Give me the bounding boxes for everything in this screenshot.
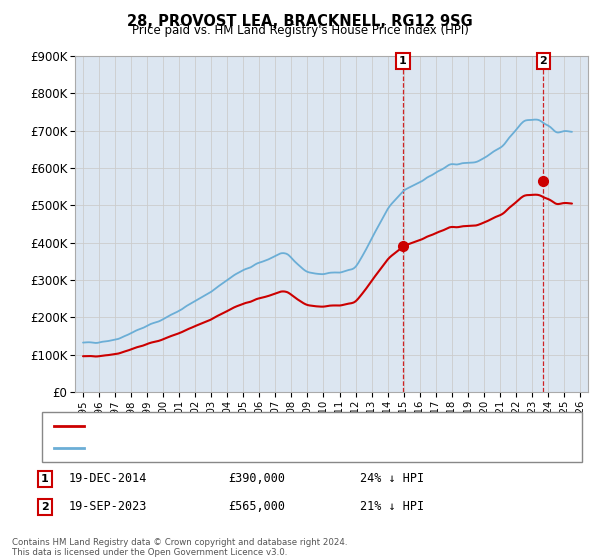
Text: Contains HM Land Registry data © Crown copyright and database right 2024.
This d: Contains HM Land Registry data © Crown c… — [12, 538, 347, 557]
Text: 1: 1 — [399, 56, 407, 66]
Text: 2: 2 — [41, 502, 49, 512]
Text: Price paid vs. HM Land Registry's House Price Index (HPI): Price paid vs. HM Land Registry's House … — [131, 24, 469, 37]
Text: £565,000: £565,000 — [228, 500, 285, 514]
Text: 28, PROVOST LEA, BRACKNELL, RG12 9SG: 28, PROVOST LEA, BRACKNELL, RG12 9SG — [127, 14, 473, 29]
Text: 2: 2 — [539, 56, 547, 66]
Text: 28, PROVOST LEA, BRACKNELL, RG12 9SG (detached house): 28, PROVOST LEA, BRACKNELL, RG12 9SG (de… — [93, 421, 407, 431]
Text: 24% ↓ HPI: 24% ↓ HPI — [360, 472, 424, 486]
Text: HPI: Average price, detached house, Bracknell Forest: HPI: Average price, detached house, Brac… — [93, 443, 370, 453]
Text: £390,000: £390,000 — [228, 472, 285, 486]
Text: 19-DEC-2014: 19-DEC-2014 — [69, 472, 148, 486]
Text: 19-SEP-2023: 19-SEP-2023 — [69, 500, 148, 514]
Text: 1: 1 — [41, 474, 49, 484]
Text: 21% ↓ HPI: 21% ↓ HPI — [360, 500, 424, 514]
